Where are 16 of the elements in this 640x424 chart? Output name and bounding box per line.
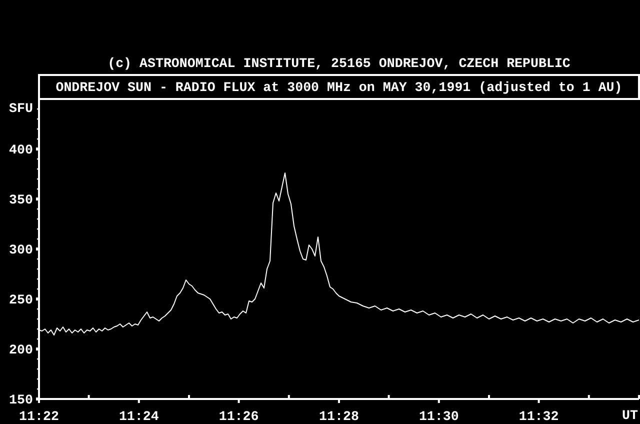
y-tick-label: 150 (9, 392, 34, 408)
chart-subtitle: ONDREJOV SUN - RADIO FLUX at 3000 MHz on MAY 30,1991 (adjusted to 1 AU) (54, 80, 624, 96)
y-tick-label: 250 (9, 292, 34, 308)
x-tick-label: 11:28 (319, 409, 359, 424)
x-tick-label: 11:22 (19, 409, 59, 424)
y-tick-label: 350 (9, 192, 34, 208)
y-tick-label: 400 (9, 142, 34, 158)
chart-title: (c) ASTRONOMICAL INSTITUTE, 25165 ONDREJOV, CZECH REPUBLIC (106, 56, 572, 72)
x-tick-label: 11:32 (518, 409, 559, 424)
x-tick-label: 11:26 (218, 409, 259, 424)
y-axis-title: SFU (8, 100, 33, 116)
x-tick-label: 11:24 (118, 409, 159, 424)
y-tick-label: 300 (9, 242, 34, 258)
y-tick-label: 200 (9, 342, 34, 358)
x-tick-label: 11:30 (418, 409, 459, 424)
x-axis-title: UT (621, 408, 638, 424)
